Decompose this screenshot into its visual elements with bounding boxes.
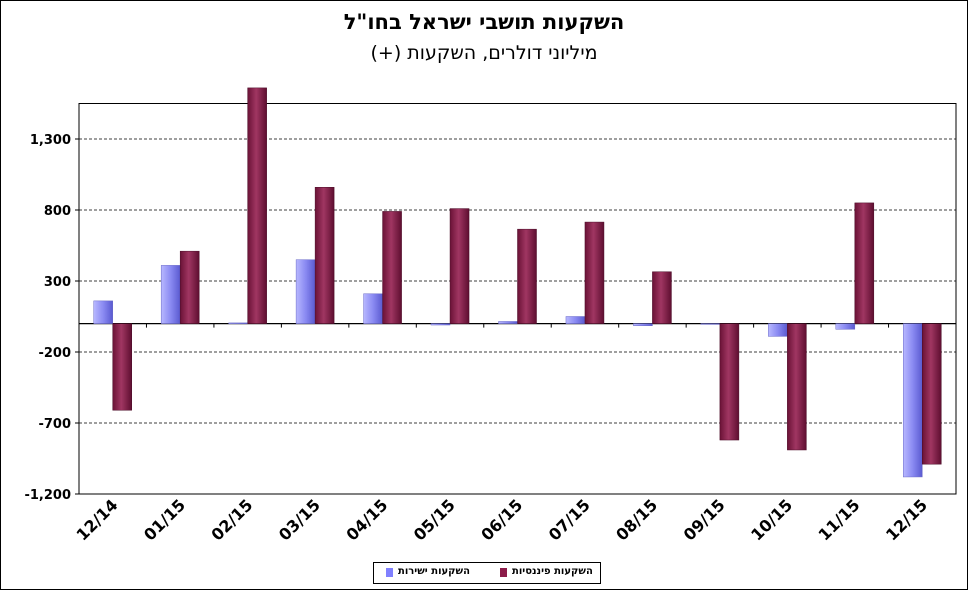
bar-financial-investment [584,221,605,324]
bar-financial-investment [652,271,672,324]
legend: השקעות ישירות השקעות פיננסיות [373,562,601,584]
x-tick-label: 02/15 [207,495,256,544]
x-tick-label: 11/15 [815,495,864,544]
bar-direct-investment [498,321,518,324]
y-tick-label: 300 [44,275,71,290]
chart-subtitle: מיליוני דולרים, השקעות (+) [370,42,598,64]
x-tick-label: 12/14 [73,495,122,544]
legend-swatch-financial [500,568,507,577]
bar-financial-investment [922,323,942,465]
chart-title: השקעות תושבי ישראל בחו"ל [343,10,625,34]
bar-direct-investment [430,323,451,326]
x-tick-label: 04/15 [342,495,391,544]
bar-direct-investment [768,323,788,337]
x-tick-label: 01/15 [140,495,189,544]
bar-financial-investment [449,208,470,324]
x-tick-label: 06/15 [477,495,526,544]
bar-direct-investment [93,300,113,324]
bar-financial-investment [247,87,267,324]
bar-direct-investment [363,293,383,324]
y-tick-label: 1,300 [30,133,71,148]
y-tick-label: -1,200 [24,488,71,503]
bar-direct-investment [835,323,856,330]
bar-direct-investment [633,323,653,326]
bar-financial-investment [382,211,402,324]
y-tick-label: 800 [44,204,71,219]
x-tick-label: 12/15 [882,495,931,544]
bar-direct-investment [295,259,316,324]
bar-direct-investment [903,323,923,478]
bar-financial-investment [314,187,335,324]
legend-label-financial: השקעות פיננסיות [512,566,593,577]
x-tick-label: 03/15 [275,495,324,544]
bar-direct-investment [565,316,586,324]
x-tick-label: 07/15 [545,495,594,544]
legend-label-direct: השקעות ישירות [398,566,470,577]
bar-financial-investment [179,250,200,324]
legend-swatch-direct [386,568,393,577]
y-tick-label: -700 [38,417,71,432]
bar-direct-investment [700,323,721,325]
bar-financial-investment [517,228,537,324]
bar-financial-investment [719,323,740,441]
x-tick-label: 05/15 [410,495,459,544]
bar-financial-investment [854,202,875,324]
bar-direct-investment [228,322,248,324]
y-tick-label: -200 [38,346,71,361]
bar-direct-investment [160,265,181,324]
plot-area [78,103,957,495]
x-tick-label: 09/15 [680,495,729,544]
x-tick-label: 08/15 [612,495,661,544]
bar-financial-investment [787,323,807,451]
x-tick-label: 10/15 [747,495,796,544]
bar-financial-investment [112,323,132,411]
